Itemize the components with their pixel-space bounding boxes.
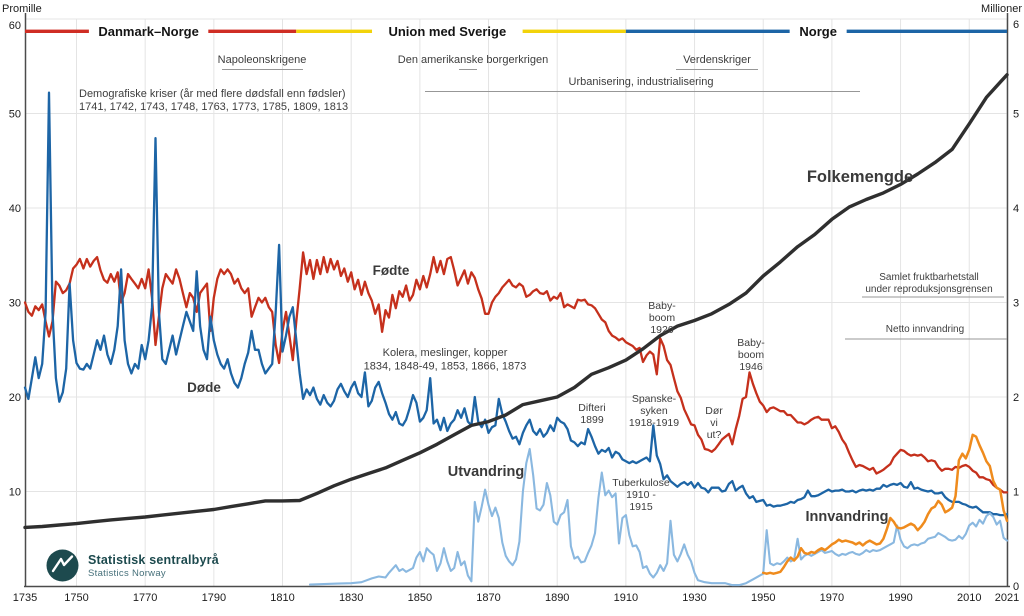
annotation-line: 1918-1919 <box>629 417 679 429</box>
series-label-fodte: Fødte <box>373 263 410 278</box>
annotation-line: 1834, 1848-49, 1853, 1866, 1873 <box>364 361 527 373</box>
series-line-utvandring <box>308 447 1009 587</box>
period-bar-union-med-sverige <box>522 29 626 33</box>
left-tick-30: 30 <box>9 298 21 310</box>
annotation-line: Den amerikanske borgerkrigen <box>398 54 548 66</box>
right-tick-3: 3 <box>1013 298 1019 310</box>
period-label-norge: Norge <box>799 24 837 39</box>
series-label-utvandring: Utvandring <box>448 464 525 480</box>
x-tick-1810: 1810 <box>270 592 294 604</box>
annotation-line: boom <box>738 349 765 361</box>
x-tick-1870: 1870 <box>476 592 500 604</box>
annotation-line: under reproduksjonsgrensen <box>865 284 992 295</box>
x-tick-1970: 1970 <box>820 592 844 604</box>
annotation-line: Demografiske kriser (år med flere dødsfa… <box>79 88 346 100</box>
right-tick-1: 1 <box>1013 487 1019 499</box>
series-line-folkemengde <box>23 73 1009 530</box>
annotation-line: Kolera, meslinger, kopper <box>383 347 508 359</box>
gridlines <box>25 18 1008 586</box>
annotation-line: Netto innvandring <box>886 324 964 335</box>
x-tick-2010: 2010 <box>957 592 981 604</box>
annotation-line: Spanske- <box>632 393 677 405</box>
annotation-line: Difteri <box>578 402 605 414</box>
period-label-danmark-norge: Danmark–Norge <box>98 24 198 39</box>
annotation-line: Verdenskriger <box>683 54 751 66</box>
series-label-dode: Døde <box>187 380 221 395</box>
series-line-fodte <box>23 251 1009 494</box>
right-tick-4: 4 <box>1013 203 1019 215</box>
ssb-logo-icon <box>46 549 79 582</box>
period-bar-norge <box>625 29 790 33</box>
annotation-line: vi <box>710 417 718 429</box>
ssb-logo-subtitle: Statistics Norway <box>88 567 166 579</box>
annotation-line: Napoleonskrigene <box>218 54 307 66</box>
annotation-line: 1946 <box>739 361 763 373</box>
annotation-line: 1910 - <box>626 489 656 501</box>
annotation-line: Urbanisering, industrialisering <box>569 76 714 88</box>
period-bars <box>25 29 1007 33</box>
ssb-logo-text: Statistisk sentralbyrå Statistics Norway <box>88 553 219 579</box>
annotation-line: Dør <box>705 405 723 417</box>
period-bar-danmark-norge <box>208 29 297 33</box>
period-bar-union-med-sverige <box>296 29 373 33</box>
x-tick-1735: 1735 <box>13 592 37 604</box>
x-tick-2021: 2021 <box>995 592 1019 604</box>
series-label-folkemengde: Folkemengde <box>807 168 913 186</box>
x-tick-1930: 1930 <box>682 592 706 604</box>
annotation-line: Baby- <box>737 337 765 349</box>
left-tick-50: 50 <box>9 109 21 121</box>
period-label-union-med-sverige: Union med Sverige <box>388 24 506 39</box>
left-tick-60: 60 <box>9 20 21 32</box>
annotation-line: Tuberkulose <box>612 477 670 489</box>
series-label-innvandring: Innvandring <box>806 509 889 525</box>
series-line-dode <box>23 91 1009 517</box>
annotation-line: 1915 <box>629 501 653 513</box>
period-bar-danmark-norge <box>25 29 89 33</box>
left-tick-40: 40 <box>9 203 21 215</box>
right-tick-6: 6 <box>1013 19 1019 31</box>
x-tick-1950: 1950 <box>751 592 775 604</box>
annotation-line: 1899 <box>580 414 604 426</box>
annotation-line: ut? <box>707 429 722 441</box>
x-tick-1770: 1770 <box>133 592 157 604</box>
annotation-line: syken <box>640 405 668 417</box>
right-tick-5: 5 <box>1013 109 1019 121</box>
annotation-line: 1920 <box>650 324 674 336</box>
x-tick-1830: 1830 <box>339 592 363 604</box>
x-tick-1890: 1890 <box>545 592 569 604</box>
ssb-logo-name: Statistisk sentralbyrå <box>88 552 219 567</box>
annotation-line: 1741, 1742, 1743, 1748, 1763, 1773, 1785… <box>79 101 348 113</box>
period-bar-norge <box>846 29 1007 33</box>
annotation-line: Samlet fruktbarhetstall <box>879 272 979 283</box>
x-tick-1750: 1750 <box>64 592 88 604</box>
annotation-line: Baby- <box>648 300 676 312</box>
x-tick-1850: 1850 <box>408 592 432 604</box>
left-tick-10: 10 <box>9 487 21 499</box>
left-axis-title: Promille <box>2 3 42 15</box>
x-tick-1910: 1910 <box>614 592 638 604</box>
x-tick-1790: 1790 <box>202 592 226 604</box>
ssb-logo: Statistisk sentralbyrå Statistics Norway <box>46 549 219 582</box>
x-tick-1990: 1990 <box>888 592 912 604</box>
right-tick-0: 0 <box>1013 581 1019 593</box>
right-axis-title: Millioner <box>981 3 1022 15</box>
right-tick-2: 2 <box>1013 392 1019 404</box>
annotation-line: boom <box>649 312 676 324</box>
left-tick-20: 20 <box>9 392 21 404</box>
series-line-innvandring <box>761 433 1009 575</box>
axes <box>24 13 1010 588</box>
annotation-netto-innvandring: Demografiske kriser (år med flere dødsfa… <box>79 54 1007 513</box>
